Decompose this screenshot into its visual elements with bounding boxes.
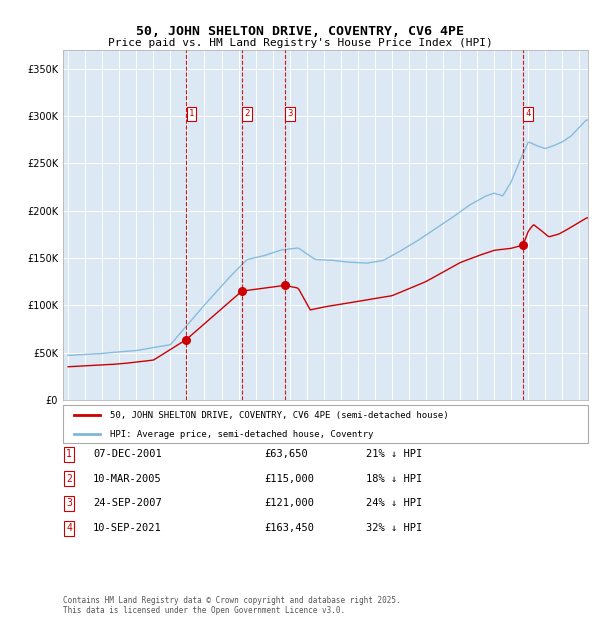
Text: 1: 1 bbox=[66, 450, 72, 459]
Text: 21% ↓ HPI: 21% ↓ HPI bbox=[366, 450, 422, 459]
Point bbox=[237, 286, 247, 296]
Text: 07-DEC-2001: 07-DEC-2001 bbox=[93, 450, 162, 459]
Text: 50, JOHN SHELTON DRIVE, COVENTRY, CV6 4PE (semi-detached house): 50, JOHN SHELTON DRIVE, COVENTRY, CV6 4P… bbox=[110, 410, 449, 420]
FancyBboxPatch shape bbox=[63, 405, 588, 443]
Text: 4: 4 bbox=[66, 523, 72, 533]
Text: 2: 2 bbox=[244, 109, 250, 118]
Text: £163,450: £163,450 bbox=[264, 523, 314, 533]
Text: Price paid vs. HM Land Registry's House Price Index (HPI): Price paid vs. HM Land Registry's House … bbox=[107, 38, 493, 48]
Text: £115,000: £115,000 bbox=[264, 474, 314, 484]
Text: 10-MAR-2005: 10-MAR-2005 bbox=[93, 474, 162, 484]
Text: 3: 3 bbox=[66, 498, 72, 508]
Text: 50, JOHN SHELTON DRIVE, COVENTRY, CV6 4PE: 50, JOHN SHELTON DRIVE, COVENTRY, CV6 4P… bbox=[136, 25, 464, 38]
Text: Contains HM Land Registry data © Crown copyright and database right 2025.
This d: Contains HM Land Registry data © Crown c… bbox=[63, 596, 401, 615]
Text: 10-SEP-2021: 10-SEP-2021 bbox=[93, 523, 162, 533]
Point bbox=[518, 240, 528, 250]
Text: 24% ↓ HPI: 24% ↓ HPI bbox=[366, 498, 422, 508]
Point bbox=[181, 335, 191, 345]
Text: £63,650: £63,650 bbox=[264, 450, 308, 459]
Text: 32% ↓ HPI: 32% ↓ HPI bbox=[366, 523, 422, 533]
Text: 4: 4 bbox=[526, 109, 531, 118]
Text: 18% ↓ HPI: 18% ↓ HPI bbox=[366, 474, 422, 484]
Text: £121,000: £121,000 bbox=[264, 498, 314, 508]
Text: 2: 2 bbox=[66, 474, 72, 484]
Text: HPI: Average price, semi-detached house, Coventry: HPI: Average price, semi-detached house,… bbox=[110, 430, 374, 439]
Text: 3: 3 bbox=[287, 109, 293, 118]
Text: 24-SEP-2007: 24-SEP-2007 bbox=[93, 498, 162, 508]
Point bbox=[280, 280, 290, 290]
Text: 1: 1 bbox=[189, 109, 194, 118]
